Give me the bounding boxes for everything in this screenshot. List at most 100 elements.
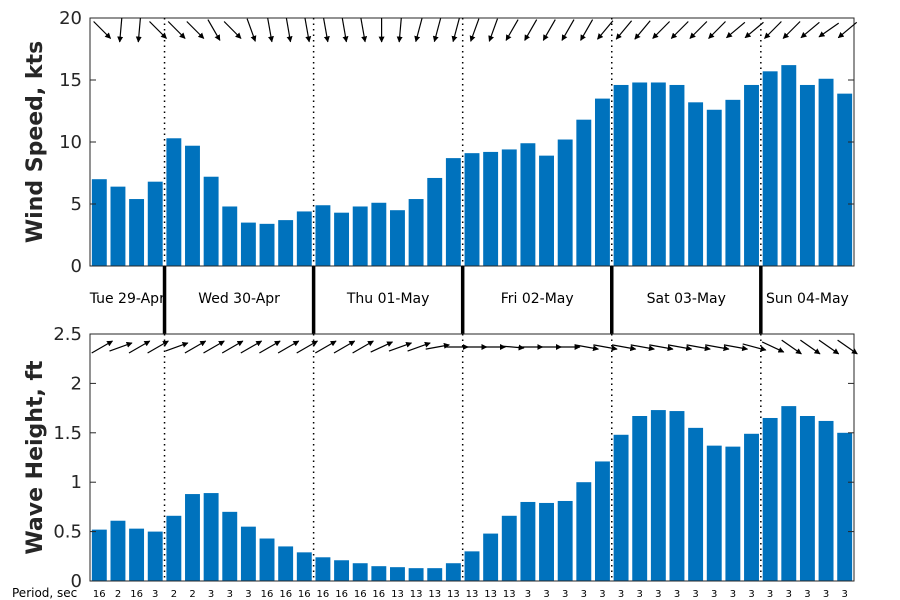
period-label: 3 bbox=[152, 589, 158, 600]
direction-arrow bbox=[837, 21, 858, 39]
direction-arrow bbox=[240, 340, 263, 354]
day-label: Sun 04-May bbox=[766, 291, 849, 307]
y-tick-label: 2 bbox=[71, 373, 82, 394]
bar bbox=[222, 511, 238, 581]
bar bbox=[818, 420, 834, 581]
direction-arrow bbox=[670, 21, 689, 39]
bar bbox=[725, 99, 741, 266]
period-label: 13 bbox=[447, 589, 460, 600]
direction-arrow bbox=[91, 340, 114, 354]
direction-arrow bbox=[147, 340, 169, 354]
bar bbox=[520, 143, 536, 266]
direction-arrow bbox=[781, 339, 802, 355]
period-label: 16 bbox=[93, 589, 106, 600]
period-label: 3 bbox=[674, 589, 680, 600]
bar bbox=[688, 102, 704, 266]
direction-arrow bbox=[630, 344, 655, 352]
period-label: 3 bbox=[692, 589, 698, 600]
direction-arrow bbox=[186, 21, 205, 39]
bar bbox=[650, 410, 666, 581]
y-tick-label: 20 bbox=[59, 8, 82, 29]
bar bbox=[91, 179, 107, 266]
period-label: 3 bbox=[581, 589, 587, 600]
direction-arrow bbox=[223, 21, 242, 39]
bar bbox=[706, 109, 722, 266]
bar bbox=[315, 205, 331, 266]
bar bbox=[147, 531, 163, 581]
direction-arrow bbox=[800, 21, 820, 39]
bar bbox=[483, 151, 499, 266]
direction-arrow bbox=[742, 343, 767, 352]
direction-arrow bbox=[304, 18, 312, 43]
bar bbox=[371, 566, 387, 581]
direction-arrow bbox=[117, 17, 124, 43]
bar bbox=[427, 177, 443, 266]
bar bbox=[166, 138, 182, 266]
bar bbox=[259, 538, 275, 581]
bar bbox=[203, 176, 219, 266]
period-label: 2 bbox=[171, 589, 177, 600]
period-label: 3 bbox=[543, 589, 549, 600]
direction-arrow bbox=[524, 19, 538, 41]
period-label: 16 bbox=[354, 589, 367, 600]
bar bbox=[334, 212, 350, 266]
period-label: 13 bbox=[484, 589, 497, 600]
bar bbox=[352, 206, 368, 266]
y-tick-label: 1.5 bbox=[53, 423, 82, 444]
period-row: Period, sec 16 2 16 3 2 2 3 3 3 16 16 16 16 16 16 16 13 1… bbox=[12, 586, 848, 600]
direction-arrow bbox=[634, 20, 651, 40]
direction-arrow bbox=[128, 340, 151, 354]
y-axis-label: Wave Height, ft bbox=[23, 360, 48, 555]
bar bbox=[315, 557, 331, 581]
bar bbox=[818, 78, 834, 266]
bar bbox=[278, 546, 294, 581]
plot-frame bbox=[89, 333, 855, 582]
direction-arrow bbox=[315, 340, 337, 354]
bar bbox=[334, 560, 350, 581]
direction-arrow bbox=[505, 19, 519, 41]
y-tick-label: 0.5 bbox=[53, 522, 82, 543]
direction-arrow bbox=[500, 344, 525, 351]
period-label: 3 bbox=[842, 589, 848, 600]
direction-arrow bbox=[388, 341, 413, 352]
bar bbox=[203, 493, 219, 581]
direction-arrow bbox=[165, 341, 189, 352]
period-label: 3 bbox=[730, 589, 736, 600]
period-label: 13 bbox=[391, 589, 404, 600]
bar bbox=[725, 446, 741, 581]
direction-arrow bbox=[488, 18, 499, 42]
direction-arrow bbox=[818, 339, 840, 355]
bar bbox=[185, 494, 200, 581]
bar bbox=[166, 515, 182, 581]
bar bbox=[129, 528, 145, 581]
direction-arrow bbox=[542, 19, 556, 41]
bar bbox=[744, 84, 759, 267]
direction-arrow bbox=[837, 339, 858, 355]
period-label: 3 bbox=[823, 589, 829, 600]
bar bbox=[744, 433, 759, 581]
period-label: 13 bbox=[466, 589, 479, 600]
direction-arrow bbox=[352, 340, 374, 354]
direction-arrow bbox=[667, 344, 693, 352]
direction-arrow bbox=[184, 340, 207, 354]
direction-arrow bbox=[723, 344, 749, 352]
period-label: 3 bbox=[562, 589, 568, 600]
direction-arrow bbox=[649, 344, 674, 352]
bar bbox=[688, 427, 704, 581]
direction-arrow bbox=[296, 340, 319, 354]
bar bbox=[837, 93, 853, 266]
bar bbox=[557, 139, 573, 266]
bar bbox=[781, 65, 797, 267]
bar bbox=[147, 181, 163, 266]
bar bbox=[240, 526, 256, 581]
y-axis-label: Wind Speed, kts bbox=[23, 41, 48, 243]
period-label: 3 bbox=[655, 589, 661, 600]
bar bbox=[539, 155, 554, 266]
direction-arrow bbox=[323, 18, 330, 43]
direction-arrow bbox=[203, 340, 225, 354]
day-label: Sat 03-May bbox=[647, 291, 726, 307]
direction-arrow bbox=[726, 21, 746, 39]
bar bbox=[445, 563, 461, 581]
bar bbox=[594, 98, 610, 266]
